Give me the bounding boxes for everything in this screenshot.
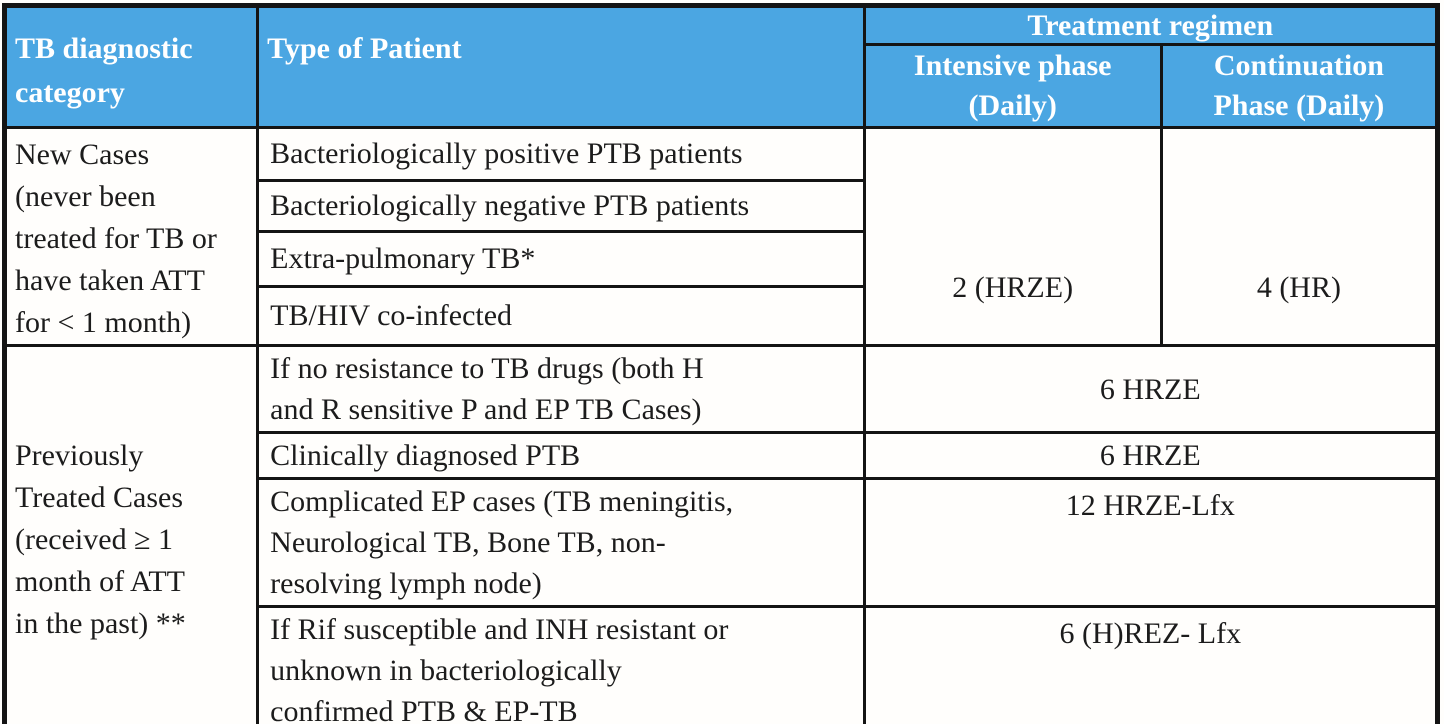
regimen-cell: 6 HRZE xyxy=(862,431,1440,480)
header-continuation-phase: Continuation Phase (Daily) xyxy=(1159,43,1440,129)
table-row: Previously Treated Cases (received ≥ 1 m… xyxy=(2,344,1440,724)
patient-cell: Bacteriologically positive PTB patients xyxy=(256,126,866,182)
patient-cell: Bacteriologically negative PTB patients xyxy=(256,178,866,233)
patient-cell: TB/HIV co-infected xyxy=(256,284,866,348)
category-cell-new-cases: New Cases (never been treated for TB or … xyxy=(2,126,260,347)
table-row: New Cases (never been treated for TB or … xyxy=(2,126,1440,347)
tb-treatment-regimen-table: TB diagnostic category Type of Patient T… xyxy=(2,3,1440,724)
patient-cell: Clinically diagnosed PTB xyxy=(256,431,866,480)
header-tb-diagnostic-category: TB diagnostic category xyxy=(2,4,260,129)
category-cell-previously-treated: Previously Treated Cases (received ≥ 1 m… xyxy=(2,344,260,724)
header-row-group: TB diagnostic category Type of Patient T… xyxy=(2,4,1440,129)
patient-cell: Complicated EP cases (TB meningitis, Neu… xyxy=(256,477,866,608)
regimen-cell: 6 HRZE xyxy=(862,344,1440,434)
patient-cell: If no resistance to TB drugs (both H and… xyxy=(256,344,866,434)
header-treatment-regimen: Treatment regimen xyxy=(862,4,1440,46)
header-intensive-phase: Intensive phase (Daily) xyxy=(862,43,1163,129)
regimen-cell: 6 (H)REZ- Lfx xyxy=(862,605,1440,724)
table-row: TB/HIV co-infected xyxy=(5,284,1438,348)
header-type-of-patient: Type of Patient xyxy=(256,4,866,129)
patient-cell: Extra-pulmonary TB* xyxy=(256,229,866,288)
table-row: Bacteriologically negative PTB patients xyxy=(5,178,1438,233)
table-row: If Rif susceptible and INH resistant or … xyxy=(5,605,1440,724)
patient-cell: If Rif susceptible and INH resistant or … xyxy=(256,605,866,724)
regimen-cell: 12 HRZE-Lfx xyxy=(862,477,1440,608)
table-row: Extra-pulmonary TB* xyxy=(5,229,1438,288)
table-row: Complicated EP cases (TB meningitis, Neu… xyxy=(5,477,1440,608)
regimen-continuation-cell: 4 (HR) xyxy=(1159,126,1440,347)
regimen-intensive-cell: 2 (HRZE) xyxy=(862,126,1163,347)
header-row-phases: Intensive phase (Daily) Continuation Pha… xyxy=(5,43,1440,129)
table-row: Clinically diagnosed PTB 6 HRZE xyxy=(5,431,1440,480)
